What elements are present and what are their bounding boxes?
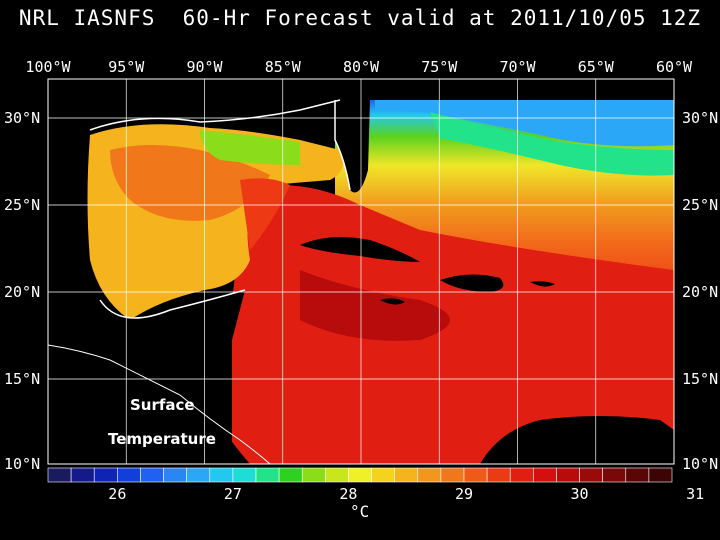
lat-label-left: 20°N xyxy=(4,283,41,301)
north-land xyxy=(340,79,674,100)
overlay-label-temperature: Temperature xyxy=(108,430,216,448)
jamaica xyxy=(380,298,405,305)
map-frame xyxy=(47,78,675,465)
puerto-rico xyxy=(530,281,555,287)
lat-label-left: 30°N xyxy=(4,109,41,127)
coastline xyxy=(89,99,351,319)
colorbar-swatch xyxy=(579,467,603,483)
colorbar-swatch xyxy=(163,467,187,483)
colorbar-swatch xyxy=(278,467,303,483)
border-line xyxy=(48,344,271,464)
colorbar-swatch xyxy=(394,467,419,483)
lat-label-right: 25°N xyxy=(682,196,719,214)
lon-label: 65°W xyxy=(577,58,614,76)
lon-label: 90°W xyxy=(186,58,223,76)
colorbar-swatch xyxy=(371,467,395,483)
loop-current xyxy=(240,178,290,250)
mid-band xyxy=(430,112,674,176)
lon-label: 75°W xyxy=(421,58,458,76)
colorbar-tick-label: 31 xyxy=(686,485,705,503)
colorbar-swatch xyxy=(255,467,280,483)
lon-label: 100°W xyxy=(25,58,71,76)
colorbar-swatch xyxy=(440,467,465,483)
lat-label-right: 20°N xyxy=(682,283,719,301)
lon-label: 85°W xyxy=(264,58,301,76)
lon-label: 70°W xyxy=(499,58,536,76)
colorbar xyxy=(47,467,673,483)
colorbar-swatch xyxy=(648,467,673,483)
gulf-north-shelf xyxy=(200,130,300,165)
colorbar-swatch xyxy=(625,467,650,483)
lat-label-left: 25°N xyxy=(4,196,41,214)
south-america xyxy=(480,416,674,464)
cuba xyxy=(300,236,420,262)
cool-band xyxy=(375,100,674,147)
overlay-label-surface: Surface xyxy=(130,396,195,414)
colorbar-swatch xyxy=(232,467,257,483)
colorbar-swatch xyxy=(140,467,164,483)
colorbar-tick-label: 30 xyxy=(570,485,589,503)
colorbar-swatch xyxy=(348,467,372,483)
colorbar-swatch xyxy=(117,467,141,483)
hispaniola xyxy=(440,274,504,292)
lat-label-left: 10°N xyxy=(4,455,41,473)
colorbar-swatch xyxy=(486,467,511,483)
lon-label: 95°W xyxy=(108,58,145,76)
colorbar-swatch xyxy=(602,467,627,483)
colorbar-swatch xyxy=(509,467,534,483)
colorbar-swatch xyxy=(417,467,442,483)
colorbar-swatch xyxy=(70,467,95,483)
colorbar-swatch xyxy=(47,467,72,483)
lat-label-right: 15°N xyxy=(682,370,719,388)
colorbar-tick-label: 29 xyxy=(454,485,474,503)
map-title: NRL IASNFS 60-Hr Forecast valid at 2011/… xyxy=(18,6,702,30)
colorbar-swatch xyxy=(93,467,118,483)
lat-label-left: 15°N xyxy=(4,370,41,388)
colorbar-swatch xyxy=(556,467,580,483)
colorbar-tick-label: 27 xyxy=(223,485,242,503)
lon-label: 80°W xyxy=(342,58,380,76)
gulf-loop xyxy=(110,145,270,221)
north-america-land xyxy=(48,79,340,464)
lon-label: 60°W xyxy=(655,58,693,76)
colorbar-swatch xyxy=(533,467,557,483)
lat-label-right: 30°N xyxy=(682,109,719,127)
colorbar-unit: °C xyxy=(350,502,370,521)
colorbar-swatch xyxy=(301,467,326,483)
warm-core xyxy=(300,270,450,341)
colorbar-swatch xyxy=(209,467,234,483)
lat-lon-grid xyxy=(48,79,674,464)
colorbar-swatch xyxy=(325,467,349,483)
lat-label-right: 10°N xyxy=(682,455,719,473)
colorbar-swatch xyxy=(186,467,211,483)
caribbean-sst xyxy=(232,185,674,464)
colorbar-tick-label: 28 xyxy=(339,485,358,503)
colorbar-tick-label: 26 xyxy=(108,485,127,503)
colorbar-swatch xyxy=(463,467,488,483)
